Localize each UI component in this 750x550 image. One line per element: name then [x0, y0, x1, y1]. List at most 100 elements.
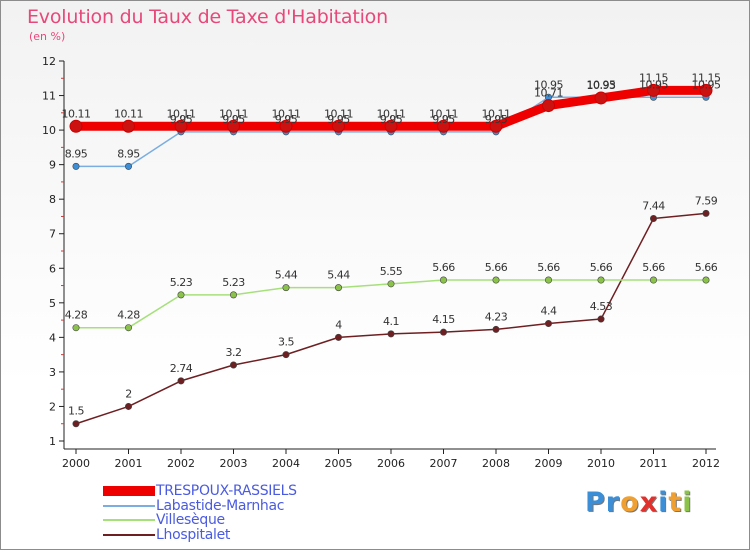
data-label: 9.95	[222, 113, 245, 126]
data-point	[492, 276, 500, 284]
brand-letter: x	[639, 487, 659, 518]
legend-swatch	[103, 519, 155, 522]
data-point	[230, 361, 238, 369]
data-point	[334, 284, 342, 292]
data-label: 9.95	[485, 113, 508, 126]
data-label: 10.95	[692, 78, 721, 91]
data-label: 5.44	[275, 269, 298, 282]
data-point	[699, 83, 713, 97]
y-tick-label: 5	[49, 297, 56, 310]
y-tick-label: 9	[49, 159, 56, 172]
brand-letter: i	[682, 487, 693, 518]
data-label: 8.95	[65, 147, 88, 160]
data-point	[125, 162, 133, 170]
x-tick-label: 2004	[272, 457, 300, 470]
data-point	[597, 315, 605, 323]
data-point	[544, 276, 552, 284]
data-point	[489, 119, 503, 133]
data-label: 10.11	[114, 107, 143, 120]
x-tick-label: 2011	[640, 457, 668, 470]
y-tick-label: 4	[49, 331, 56, 344]
data-label: 9.95	[170, 113, 193, 126]
data-point	[387, 330, 395, 338]
legend-swatch	[103, 486, 155, 497]
x-tick-label: 2010	[587, 457, 615, 470]
data-label: 10.11	[377, 107, 406, 120]
data-label: 5.66	[485, 261, 508, 274]
data-point	[702, 276, 710, 284]
x-tick-label: 2000	[62, 457, 90, 470]
data-point	[334, 333, 342, 341]
data-point	[72, 420, 80, 428]
data-point	[177, 377, 185, 385]
y-tick-label: 7	[49, 228, 56, 241]
brand-letter: P	[585, 487, 606, 518]
data-label: 4.4	[541, 305, 557, 318]
data-point	[72, 324, 80, 332]
data-point	[174, 119, 188, 133]
data-label: 2	[125, 387, 132, 400]
data-label: 4.15	[432, 313, 455, 326]
data-point	[230, 291, 238, 299]
data-label: 10.11	[167, 107, 196, 120]
data-label: 5.66	[537, 261, 560, 274]
data-point	[69, 119, 83, 133]
x-tick-label: 2009	[535, 457, 563, 470]
data-point	[384, 119, 398, 133]
legend-swatch	[103, 533, 155, 536]
data-point	[125, 402, 133, 410]
data-point	[437, 119, 450, 133]
data-point	[439, 328, 447, 336]
data-point	[387, 280, 395, 288]
y-tick-label: 10	[42, 124, 56, 137]
data-label: 4.23	[485, 310, 508, 323]
data-label: 2.74	[170, 362, 193, 375]
data-label: 4.28	[117, 309, 140, 322]
data-point	[177, 291, 185, 299]
data-point	[227, 119, 240, 133]
data-label: 10.95	[587, 78, 616, 91]
x-tick-label: 2006	[377, 457, 405, 470]
unit-label: (en %)	[29, 30, 66, 43]
x-tick-label: 2008	[482, 457, 510, 470]
data-label: 5.66	[695, 261, 718, 274]
brand-letter: i	[658, 487, 669, 518]
x-tick-label: 2003	[220, 457, 248, 470]
y-tick-label: 6	[49, 262, 56, 275]
data-point	[544, 320, 552, 328]
data-point	[649, 215, 657, 223]
data-point	[647, 83, 660, 97]
data-label: 5.66	[432, 261, 455, 274]
data-label: 11.15	[692, 71, 721, 84]
data-label: 1.5	[68, 405, 84, 418]
legend-swatch	[103, 504, 155, 507]
data-label: 8.95	[117, 147, 140, 160]
data-point	[439, 276, 447, 284]
data-label: 5.66	[590, 261, 613, 274]
data-point	[542, 99, 555, 113]
data-point	[594, 91, 608, 105]
data-label: 5.23	[170, 276, 193, 289]
legend-label: Villesèque	[156, 512, 225, 528]
x-tick-label: 2005	[325, 457, 353, 470]
y-tick-label: 12	[42, 55, 56, 68]
data-label: 11.15	[639, 71, 668, 84]
data-label: 10.11	[324, 107, 353, 120]
y-tick-label: 8	[49, 193, 56, 206]
data-label: 5.44	[327, 269, 350, 282]
brand-letter: r	[605, 487, 621, 518]
data-label: 4.53	[590, 300, 613, 313]
data-label: 4.1	[383, 315, 399, 328]
data-label: 10.11	[482, 107, 511, 120]
data-point	[597, 276, 605, 284]
y-tick-label: 3	[49, 366, 56, 379]
legend-label: TRESPOUX-RASSIELS	[156, 483, 297, 499]
data-point	[122, 119, 135, 133]
y-tick-label: 11	[42, 90, 56, 103]
data-label: 7.44	[642, 200, 665, 213]
data-label: 7.59	[695, 194, 718, 207]
data-label: 10.11	[219, 107, 248, 120]
data-point	[282, 351, 290, 359]
data-label: 4	[335, 318, 342, 331]
